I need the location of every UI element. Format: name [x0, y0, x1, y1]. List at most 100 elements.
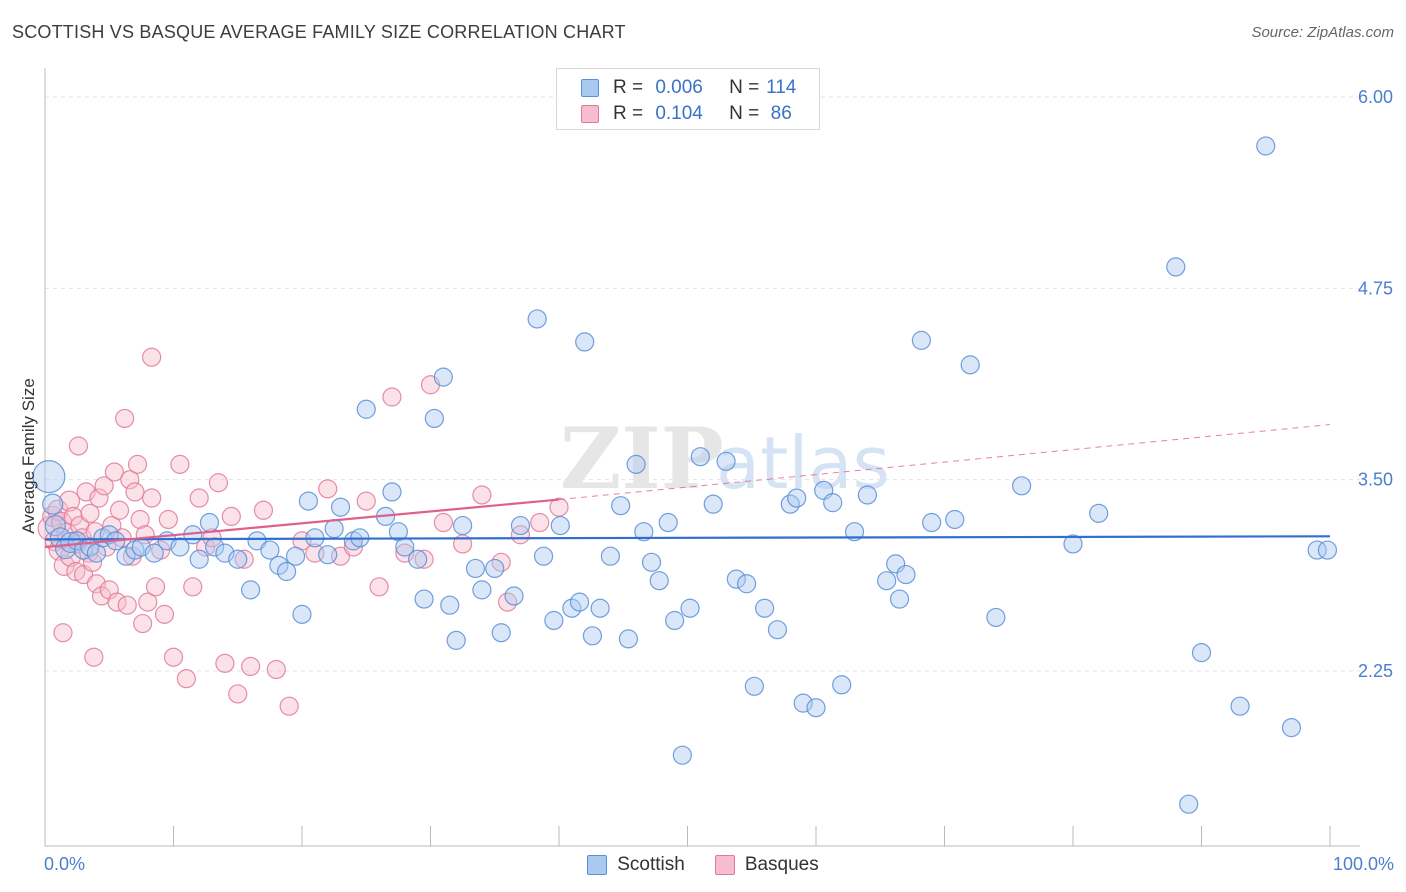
data-point	[144, 543, 164, 563]
data-point	[269, 555, 289, 575]
data-point	[138, 592, 158, 612]
data-point	[787, 488, 807, 508]
y-tick-label: 3.50	[1358, 470, 1393, 490]
data-point	[228, 684, 248, 704]
data-point	[911, 330, 931, 350]
n-label: N =	[729, 103, 760, 124]
data-point	[857, 485, 878, 505]
data-point	[234, 549, 254, 569]
trend-line-scottish	[44, 535, 1331, 541]
grid	[45, 96, 1360, 672]
data-point	[590, 598, 610, 618]
basques-swatch	[581, 105, 599, 123]
data-point	[324, 519, 344, 539]
data-point	[163, 647, 184, 667]
scottish-legend-swatch	[587, 855, 608, 875]
data-point	[1191, 643, 1212, 663]
y-tick-label: 2.25	[1358, 661, 1393, 681]
data-point	[58, 490, 81, 512]
data-point	[44, 514, 66, 537]
data-point	[176, 669, 196, 689]
data-point	[32, 460, 66, 494]
data-point	[1166, 257, 1186, 277]
data-point	[446, 630, 466, 650]
data-point	[68, 436, 89, 456]
data-point	[530, 512, 550, 533]
data-point	[142, 347, 162, 367]
data-point	[485, 558, 505, 579]
data-point	[1281, 718, 1302, 738]
data-point	[189, 549, 209, 569]
data-point	[382, 482, 402, 502]
data-point	[130, 509, 150, 530]
data-point	[53, 623, 73, 643]
data-point	[844, 522, 865, 542]
data-point	[433, 512, 453, 533]
data-point	[266, 659, 286, 680]
data-point	[793, 693, 813, 713]
data-point	[120, 470, 140, 490]
data-point	[241, 580, 261, 600]
data-point	[408, 549, 428, 569]
data-point	[356, 491, 376, 511]
data-point	[80, 503, 100, 523]
trend-line-basques-extension	[558, 424, 1331, 501]
legend-row-basques: R = 0.104 N = 86	[581, 101, 803, 127]
data-point	[472, 580, 492, 600]
data-point	[527, 309, 547, 329]
watermark: ZIP atlas	[560, 409, 890, 508]
data-point	[690, 447, 710, 467]
data-point	[66, 561, 86, 582]
data-point	[1317, 540, 1338, 560]
data-point	[109, 500, 130, 520]
data-point	[600, 546, 621, 566]
r-value-basques: 0.104	[655, 103, 703, 124]
data-point	[510, 515, 531, 536]
data-point	[60, 531, 82, 554]
r-label: R =	[613, 77, 644, 98]
data-point	[208, 473, 229, 493]
x-tick-label-max: 100.0%	[1333, 854, 1394, 874]
data-point	[544, 610, 564, 631]
data-point	[562, 598, 582, 618]
data-point	[1230, 696, 1250, 716]
legend-item-basques[interactable]: Basques	[714, 854, 819, 876]
n-label: N =	[729, 77, 760, 98]
data-point	[491, 623, 511, 643]
data-point	[945, 509, 965, 530]
data-point	[145, 577, 166, 597]
trend-line-basques	[44, 498, 560, 549]
data-point	[241, 656, 261, 677]
data-point	[754, 598, 775, 618]
data-point	[1011, 476, 1032, 496]
y-axis-title: Average Family Size	[19, 378, 38, 534]
x-ticks	[173, 826, 1331, 846]
data-point	[330, 497, 351, 517]
legend-series: Scottish Basques	[0, 852, 1406, 878]
data-point	[298, 491, 319, 511]
data-point	[424, 408, 444, 429]
data-point	[117, 595, 137, 615]
data-point	[1179, 794, 1199, 814]
legend-item-scottish[interactable]: Scottish	[587, 854, 685, 876]
data-point	[382, 387, 402, 407]
data-point	[533, 546, 554, 566]
data-point	[832, 675, 852, 695]
data-point	[922, 512, 942, 533]
data-point	[142, 488, 162, 508]
data-point	[680, 598, 700, 618]
data-point	[170, 454, 190, 474]
scottish-swatch	[581, 79, 599, 97]
data-point	[85, 522, 105, 542]
data-point	[154, 604, 175, 624]
r-label: R =	[613, 103, 644, 124]
data-point	[133, 613, 153, 634]
y-tick-label: 4.75	[1358, 278, 1393, 298]
data-point	[414, 589, 434, 609]
data-point	[125, 482, 145, 502]
data-point	[1307, 540, 1327, 560]
trend-lines	[44, 424, 1331, 549]
data-point	[672, 745, 692, 765]
data-point	[49, 527, 72, 549]
legend-label-basques: Basques	[744, 854, 819, 875]
